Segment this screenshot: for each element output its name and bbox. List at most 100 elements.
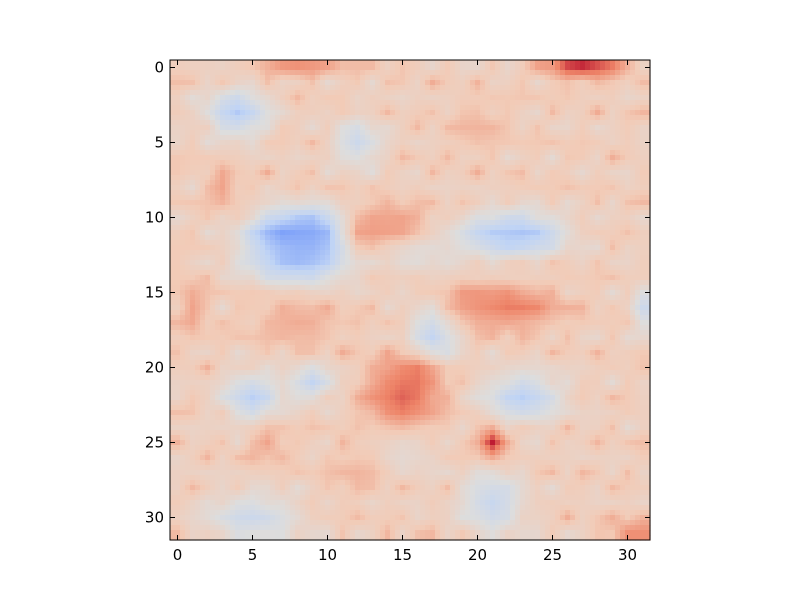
heatmap-cell <box>425 110 431 116</box>
heatmap-cell <box>600 170 606 176</box>
heatmap-cell <box>190 130 196 136</box>
heatmap-cell <box>245 175 251 181</box>
heatmap-cell <box>310 305 316 311</box>
heatmap-cell <box>625 65 631 71</box>
heatmap-cell <box>420 195 426 201</box>
heatmap-cell <box>185 155 191 161</box>
heatmap-cell <box>455 200 461 206</box>
heatmap-cell <box>255 125 261 131</box>
heatmap-cell <box>370 70 376 76</box>
heatmap-cell <box>240 145 246 151</box>
heatmap-cell <box>625 300 631 306</box>
heatmap-cell <box>600 275 606 281</box>
heatmap-cell <box>550 115 556 121</box>
heatmap-cell <box>235 275 241 281</box>
heatmap-cell <box>440 120 446 126</box>
heatmap-cell <box>250 315 256 321</box>
heatmap-cell <box>240 225 246 231</box>
heatmap-cell <box>605 315 611 321</box>
heatmap-cell <box>225 115 231 121</box>
heatmap-cell <box>285 115 291 121</box>
heatmap-cell <box>510 140 516 146</box>
heatmap-cell <box>490 205 496 211</box>
heatmap-cell <box>225 210 231 216</box>
heatmap-cell <box>625 175 631 181</box>
heatmap-cell <box>350 175 356 181</box>
heatmap-cell <box>490 290 496 296</box>
heatmap-cell <box>510 135 516 141</box>
heatmap-cell <box>205 145 211 151</box>
heatmap-cell <box>210 190 216 196</box>
heatmap-cell <box>280 105 286 111</box>
heatmap-cell <box>420 290 426 296</box>
heatmap-cell <box>220 175 226 181</box>
heatmap-cell <box>520 280 526 286</box>
heatmap-cell <box>495 125 501 131</box>
heatmap-cell <box>345 235 351 241</box>
heatmap-cell <box>350 235 356 241</box>
heatmap-cell <box>470 140 476 146</box>
heatmap-cell <box>390 205 396 211</box>
heatmap-cell <box>565 155 571 161</box>
heatmap-cell <box>555 75 561 81</box>
heatmap-cell <box>205 195 211 201</box>
heatmap-cell <box>220 305 226 311</box>
heatmap-cell <box>620 70 626 76</box>
heatmap-cell <box>315 105 321 111</box>
heatmap-cell <box>570 310 576 316</box>
heatmap-cell <box>525 95 531 101</box>
heatmap-cell <box>245 195 251 201</box>
heatmap-cell <box>640 160 646 166</box>
heatmap-cell <box>540 100 546 106</box>
heatmap-cell <box>275 180 281 186</box>
heatmap-cell <box>440 90 446 96</box>
heatmap-cell <box>635 95 641 101</box>
heatmap-cell <box>385 140 391 146</box>
heatmap-cell <box>305 145 311 151</box>
heatmap-cell <box>565 195 571 201</box>
heatmap-cell <box>635 295 641 301</box>
heatmap-cell <box>475 215 481 221</box>
heatmap-cell <box>305 210 311 216</box>
heatmap-cell <box>210 235 216 241</box>
heatmap-cell <box>640 75 646 81</box>
heatmap-cell <box>185 260 191 266</box>
heatmap-cell <box>340 115 346 121</box>
heatmap-cell <box>335 215 341 221</box>
heatmap-cell <box>245 290 251 296</box>
heatmap-cell <box>225 130 231 136</box>
heatmap-cell <box>625 255 631 261</box>
heatmap-cell <box>535 95 541 101</box>
heatmap-cell <box>205 310 211 316</box>
heatmap-cell <box>400 225 406 231</box>
heatmap-cell <box>605 85 611 91</box>
heatmap-cell <box>470 95 476 101</box>
heatmap-cell <box>520 275 526 281</box>
heatmap-cell <box>215 190 221 196</box>
heatmap-cell <box>315 200 321 206</box>
heatmap-cell <box>330 75 336 81</box>
heatmap-cell <box>205 105 211 111</box>
heatmap-cell <box>645 305 651 311</box>
heatmap-cell <box>595 220 601 226</box>
heatmap-cell <box>505 175 511 181</box>
heatmap-cell <box>230 90 236 96</box>
heatmap-cell <box>360 140 366 146</box>
heatmap-cell <box>295 170 301 176</box>
heatmap-cell <box>380 185 386 191</box>
heatmap-cell <box>630 305 636 311</box>
heatmap-cell <box>175 295 181 301</box>
heatmap-cell <box>595 115 601 121</box>
heatmap-cell <box>235 150 241 156</box>
heatmap-cell <box>195 175 201 181</box>
heatmap-cell <box>305 175 311 181</box>
heatmap-cell <box>510 95 516 101</box>
heatmap-cell <box>615 130 621 136</box>
heatmap-cell <box>510 190 516 196</box>
heatmap-cell <box>250 100 256 106</box>
heatmap-cell <box>305 240 311 246</box>
heatmap-cell <box>340 210 346 216</box>
heatmap-cell <box>225 150 231 156</box>
heatmap-cell <box>460 220 466 226</box>
heatmap-cell <box>260 100 266 106</box>
